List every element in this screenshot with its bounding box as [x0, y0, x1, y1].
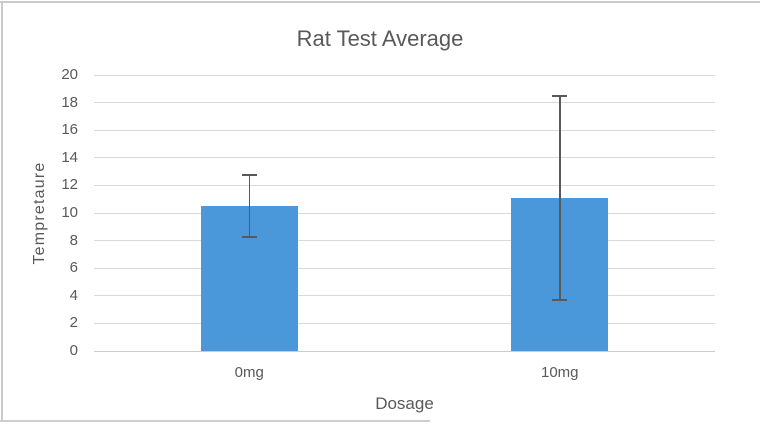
chart-title: Rat Test Average [296, 26, 464, 51]
error-bar-cap [241, 236, 257, 239]
error-bar-line [559, 95, 561, 300]
gridline [94, 102, 715, 104]
y-axis-tick-label: 0 [69, 342, 78, 359]
x-axis-line [94, 350, 715, 352]
gridline [94, 240, 715, 242]
gridline [94, 157, 715, 159]
gridline [94, 129, 715, 131]
error-bar-cap [552, 94, 568, 97]
y-axis-tick-label: 14 [61, 148, 78, 166]
gridline [94, 267, 715, 269]
y-axis-tick-label: 12 [61, 176, 78, 194]
error-bar-cap [552, 298, 568, 301]
y-axis-tick-label: 20 [61, 66, 78, 83]
y-axis-tick-label: 8 [69, 231, 78, 249]
error-bar-cap [241, 174, 257, 177]
y-axis-tick-label: 18 [61, 93, 78, 111]
x-axis-tick-label: 10mg [540, 364, 579, 381]
y-axis-tick-label: 2 [69, 314, 78, 332]
chart-frame-bottom-edge [0, 420, 430, 422]
plot-area [94, 74, 715, 352]
gridline [94, 212, 715, 214]
x-axis-tick-label: 0mg [234, 364, 264, 381]
gridline [94, 74, 715, 76]
gridline [94, 322, 715, 324]
gridline [94, 184, 715, 186]
error-bar-line [248, 175, 250, 238]
gridline [94, 295, 715, 297]
y-axis-tick-label: 6 [69, 259, 78, 277]
chart-frame-top-edge [0, 1, 760, 3]
chart-frame-left-edge [1, 1, 3, 421]
y-axis-tick-label: 4 [69, 286, 78, 304]
x-axis-title: Dosage [375, 394, 434, 413]
y-axis-tick-label: 10 [61, 204, 78, 221]
y-axis-tick-label: 16 [61, 121, 78, 139]
